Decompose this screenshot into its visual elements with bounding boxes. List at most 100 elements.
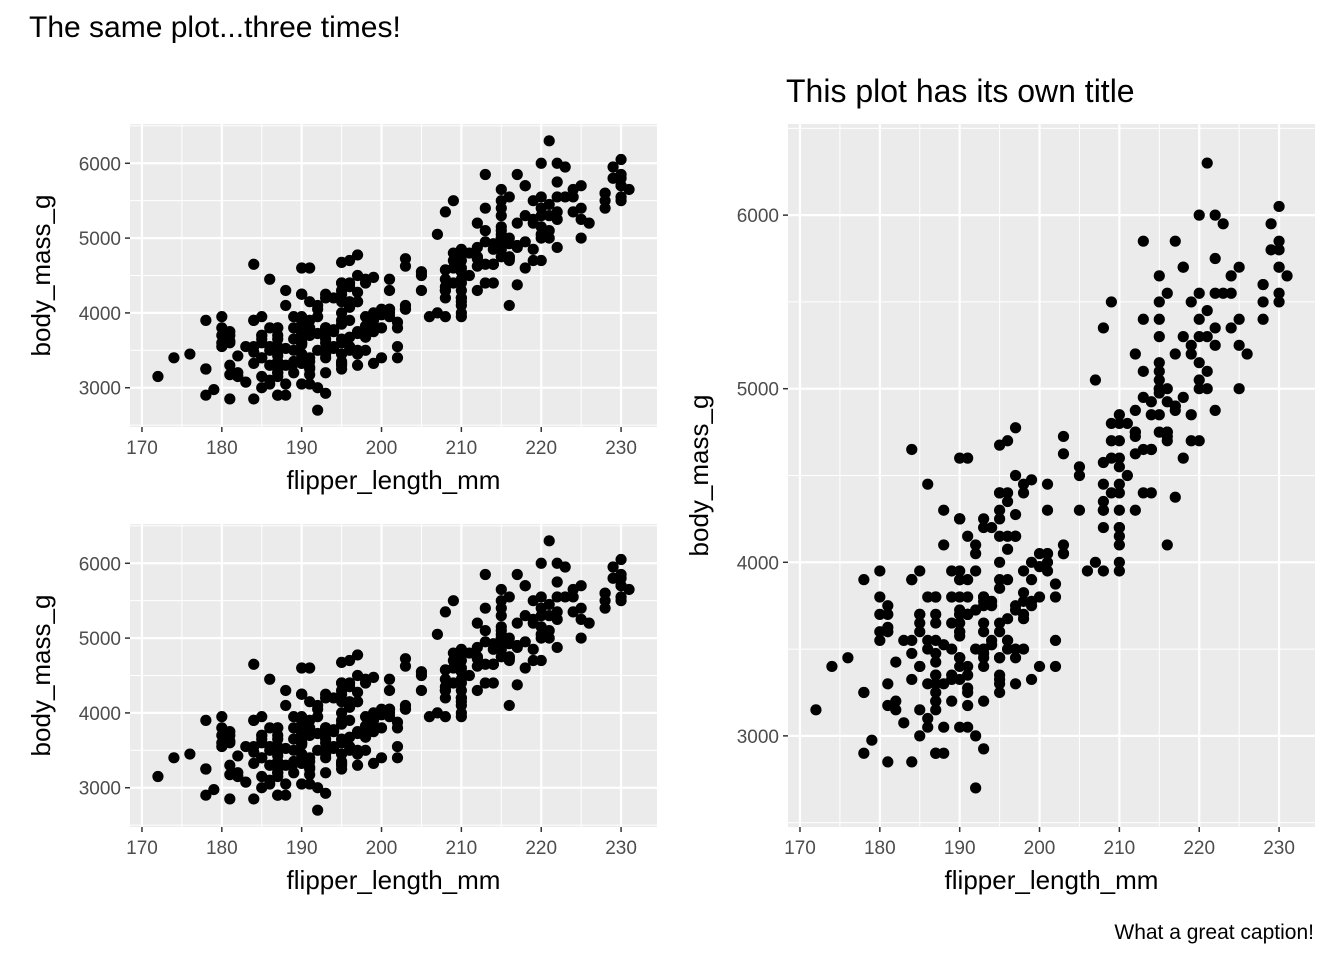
data-point	[479, 677, 491, 689]
data-point	[1129, 348, 1141, 360]
data-point	[240, 776, 252, 788]
data-point	[543, 210, 555, 222]
data-point	[152, 370, 164, 383]
data-point	[248, 357, 260, 370]
data-point	[335, 318, 348, 330]
data-point	[1137, 313, 1149, 325]
scatter-panel-2: 170 180 190 200 210 220 230 3000 4000 5000 6000 fli…	[26, 524, 657, 895]
data-point	[511, 241, 523, 254]
data-point	[439, 264, 452, 276]
data-point	[874, 608, 886, 620]
data-point	[1113, 565, 1125, 577]
data-point	[1153, 313, 1165, 325]
data-point	[1233, 313, 1245, 325]
data-point	[439, 664, 452, 676]
data-point	[1049, 634, 1062, 647]
data-point	[479, 258, 491, 270]
data-point	[455, 699, 467, 712]
data-point	[272, 789, 284, 801]
data-point	[415, 284, 428, 297]
data-point	[1113, 452, 1125, 464]
data-point	[1129, 504, 1141, 516]
data-point	[922, 721, 934, 733]
data-point	[351, 359, 364, 371]
data-point	[527, 643, 539, 655]
data-point	[1273, 244, 1285, 256]
data-point	[1033, 591, 1046, 603]
data-point	[383, 273, 396, 285]
data-point	[224, 369, 236, 381]
data-point	[1137, 487, 1149, 499]
data-point	[280, 284, 292, 297]
x-tick-label: 190	[286, 438, 318, 459]
data-point	[200, 389, 212, 401]
data-point	[487, 258, 499, 270]
data-point	[1225, 322, 1237, 334]
data-point	[1201, 383, 1213, 395]
data-point	[1113, 487, 1125, 499]
x-tick-label: 210	[446, 438, 478, 459]
x-tick-label: 190	[286, 838, 318, 859]
data-point	[1153, 409, 1165, 421]
data-point	[272, 755, 284, 768]
y-tick-label: 5000	[737, 380, 779, 401]
data-point	[551, 641, 563, 654]
data-point	[882, 600, 894, 612]
data-point	[256, 352, 268, 364]
data-point	[495, 583, 507, 596]
data-point	[256, 329, 268, 341]
data-point	[288, 722, 300, 734]
data-point	[471, 241, 483, 254]
data-point	[351, 348, 364, 360]
data-point	[479, 225, 491, 237]
data-point	[1041, 478, 1054, 490]
data-point	[1185, 339, 1197, 351]
data-point	[1169, 404, 1181, 417]
figure-caption: What a great caption!	[1114, 921, 1314, 944]
data-point	[535, 610, 547, 622]
data-point	[1113, 417, 1125, 430]
data-point	[970, 548, 982, 560]
data-point	[1121, 469, 1133, 482]
data-point	[168, 352, 180, 364]
data-point	[535, 232, 547, 244]
data-point	[272, 389, 284, 401]
data-point	[1209, 287, 1221, 299]
data-point	[922, 591, 934, 603]
data-point	[399, 660, 412, 672]
data-point	[890, 656, 902, 668]
data-point	[543, 135, 555, 147]
data-point	[906, 756, 918, 768]
data-point	[240, 340, 252, 353]
data-point	[495, 625, 507, 637]
data-point	[224, 759, 236, 771]
data-point	[375, 752, 388, 764]
data-point	[1161, 396, 1173, 408]
data-point	[487, 677, 499, 689]
data-point	[1001, 543, 1014, 555]
data-point	[993, 582, 1006, 594]
y-tick-label: 5000	[79, 629, 121, 650]
data-point	[954, 721, 966, 733]
data-point	[954, 591, 966, 603]
data-point	[224, 737, 236, 749]
data-point	[1041, 504, 1054, 516]
data-point	[1097, 504, 1110, 516]
data-point	[208, 383, 220, 396]
data-point	[1209, 252, 1221, 265]
data-point	[439, 206, 452, 218]
data-point	[335, 277, 348, 289]
data-point	[351, 759, 364, 771]
data-point	[1161, 383, 1173, 395]
data-point	[922, 634, 934, 647]
data-point	[1145, 443, 1157, 456]
data-point	[575, 213, 587, 225]
y-tick-label: 3000	[79, 379, 121, 400]
data-point	[1081, 565, 1094, 577]
data-point	[375, 722, 388, 734]
data-point	[1201, 304, 1213, 317]
data-point	[930, 695, 942, 707]
data-point	[906, 634, 918, 647]
data-point	[439, 292, 452, 304]
data-point	[1033, 660, 1046, 673]
